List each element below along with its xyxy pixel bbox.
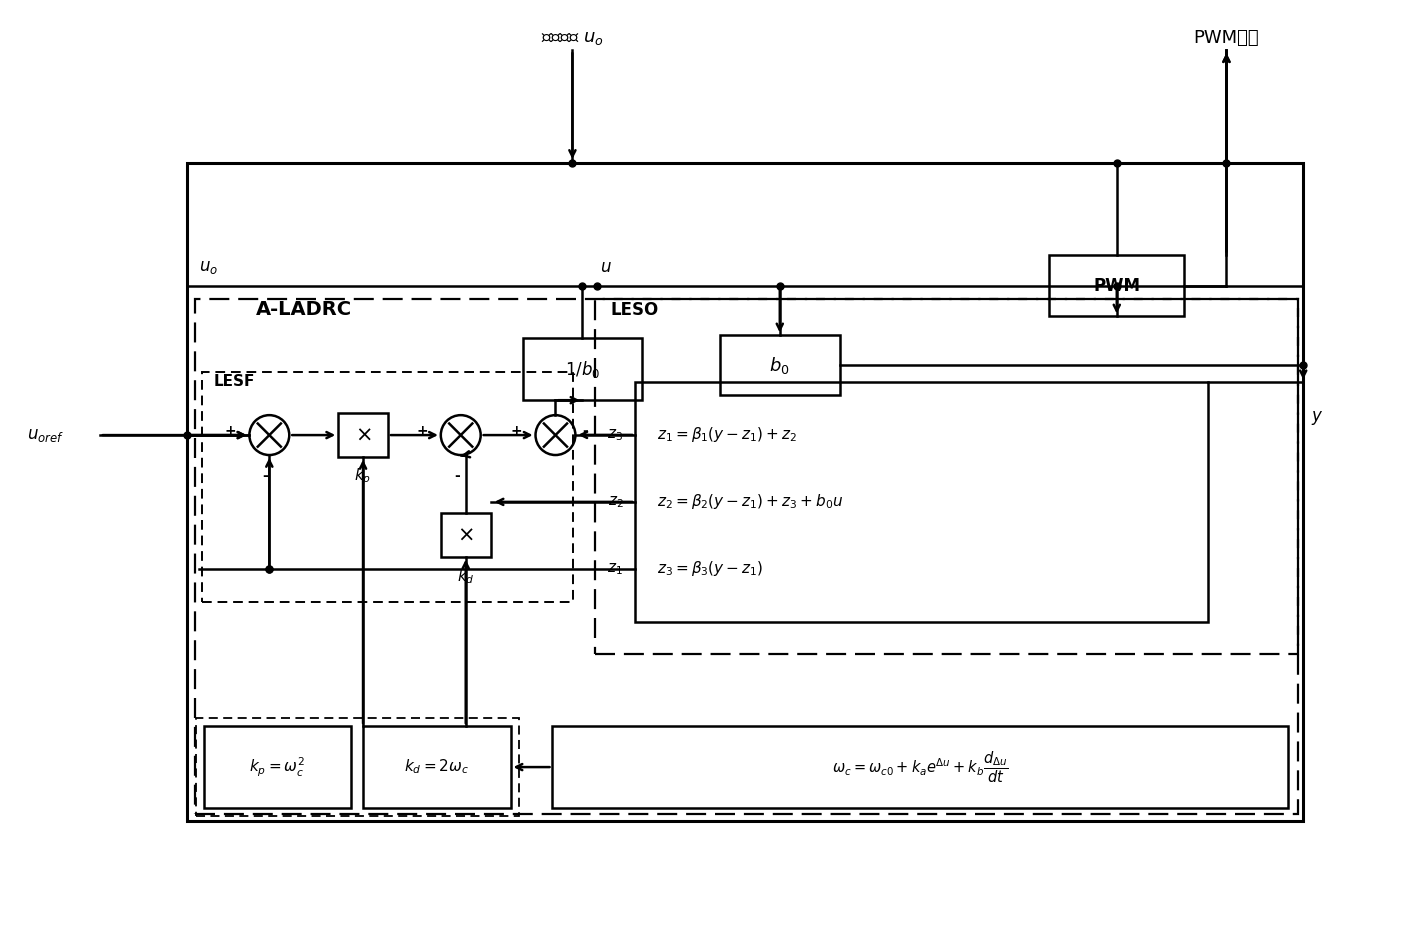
Text: +: +: [225, 424, 237, 438]
Text: 直流电压 $u_o$: 直流电压 $u_o$: [542, 30, 604, 47]
Text: $\times$: $\times$: [354, 425, 372, 445]
Bar: [1049, 255, 1184, 316]
Bar: [204, 726, 352, 808]
Bar: [187, 163, 1303, 821]
Text: $k_p$: $k_p$: [354, 466, 372, 488]
Text: $z_1$: $z_1$: [607, 561, 624, 577]
Text: PWM: PWM: [1093, 276, 1140, 295]
Text: $k_p=\omega_c^2$: $k_p=\omega_c^2$: [250, 756, 305, 779]
Text: A-LADRC: A-LADRC: [257, 300, 353, 320]
Bar: [363, 726, 510, 808]
Bar: [523, 338, 642, 400]
Bar: [553, 726, 1289, 808]
Text: $z_2$: $z_2$: [607, 494, 624, 510]
Text: LESF: LESF: [214, 375, 255, 389]
Text: $1/ b_0$: $1/ b_0$: [564, 359, 600, 380]
Bar: [194, 299, 1299, 814]
Text: $z_2=\beta_2(y-z_1)+z_3+b_0u$: $z_2=\beta_2(y-z_1)+z_3+b_0u$: [657, 492, 844, 512]
Text: $y$: $y$: [1312, 409, 1323, 427]
Text: $z_1=\beta_1(y-z_1)+z_2$: $z_1=\beta_1(y-z_1)+z_2$: [657, 425, 797, 444]
Text: $z_3=\beta_3(y-z_1)$: $z_3=\beta_3(y-z_1)$: [657, 559, 764, 578]
Text: -: -: [454, 469, 459, 483]
Text: $z_3$: $z_3$: [607, 427, 624, 443]
Text: $\times$: $\times$: [458, 525, 474, 545]
Text: -: -: [583, 424, 588, 438]
Text: $u$: $u$: [600, 258, 613, 275]
Text: $u_o$: $u_o$: [199, 258, 217, 275]
Bar: [196, 718, 519, 816]
Bar: [441, 513, 491, 557]
Text: +: +: [510, 424, 523, 438]
Text: $k_d=2\omega_c$: $k_d=2\omega_c$: [404, 757, 469, 777]
Bar: [635, 382, 1208, 621]
Text: $k_d$: $k_d$: [457, 567, 475, 586]
Text: PWM信号: PWM信号: [1194, 30, 1259, 47]
Bar: [201, 373, 573, 602]
Text: -: -: [262, 469, 268, 483]
Text: $b_0$: $b_0$: [770, 355, 790, 375]
Bar: [337, 413, 389, 457]
Text: $u_{oref}$: $u_{oref}$: [27, 426, 64, 444]
Text: +: +: [417, 424, 428, 438]
Bar: [720, 336, 839, 395]
Bar: [596, 299, 1299, 654]
Text: $\omega_c=\omega_{c0}+k_a e^{\Delta u}+k_b\dfrac{d_{\Delta u}}{dt}$: $\omega_c=\omega_{c0}+k_a e^{\Delta u}+k…: [832, 749, 1008, 785]
Text: LESO: LESO: [610, 301, 658, 320]
